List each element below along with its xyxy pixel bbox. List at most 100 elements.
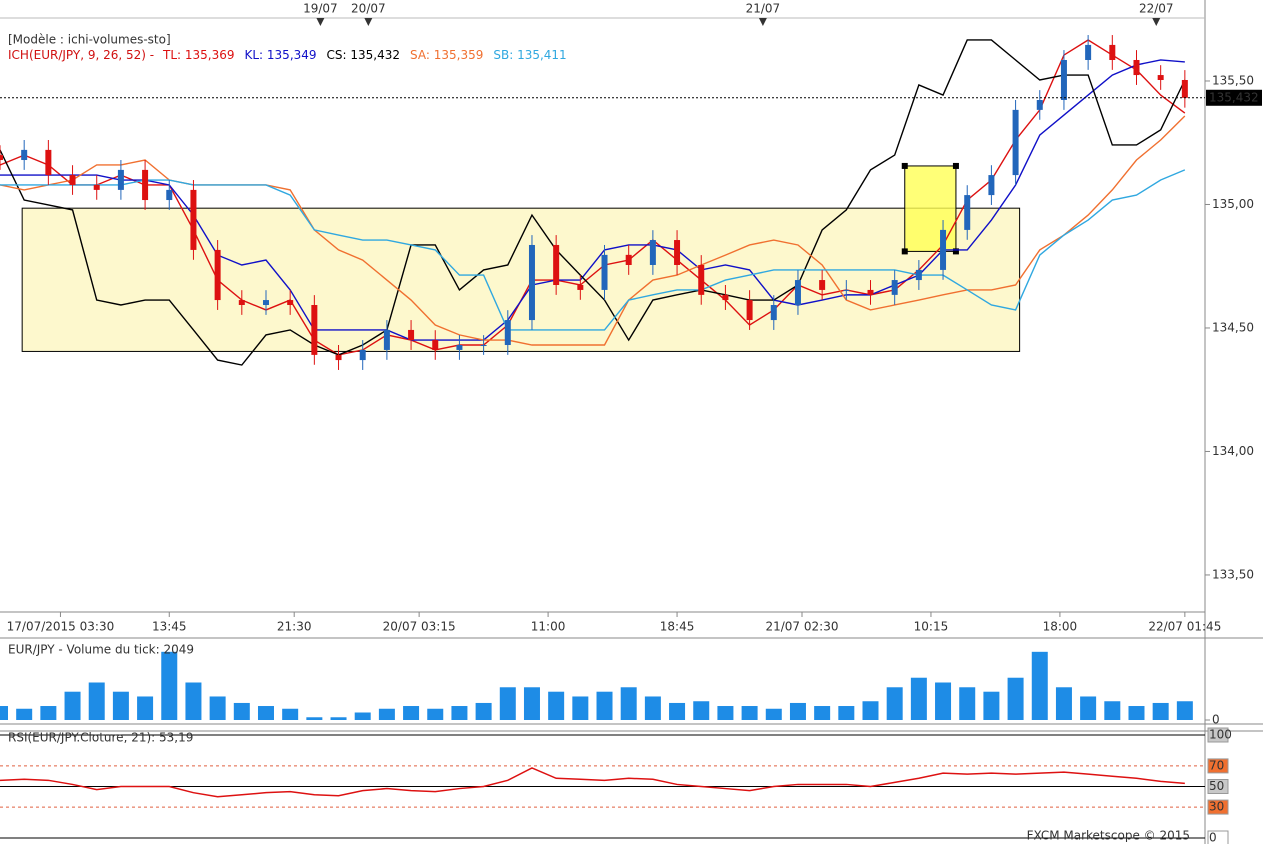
plot-area [0,35,1205,370]
volume-bar [789,702,806,720]
volume-bar [765,708,782,720]
candle-body [891,280,898,295]
candle-body [577,284,584,290]
y-tick-label: 134,50 [1212,320,1254,334]
legend-entry: SA: 135,359 [410,48,483,62]
x-tick-label: 22/07 01:45 [1148,620,1221,634]
candle-body [625,254,632,265]
candle-body [0,155,3,161]
box-handle [901,248,908,255]
candle-body [359,349,366,361]
volume-bar [1080,696,1097,720]
day-marker-label: 21/07 [746,2,781,16]
candle-body [649,240,656,265]
candle-body [262,300,269,305]
last-price-box [1206,89,1262,106]
last-price-label: 135,432 [1209,90,1259,104]
volume-bar [88,682,105,720]
y-tick-label: 70 [1209,758,1224,772]
x-tick-label: 21/07 02:30 [765,620,838,634]
y-tick-label: 0 [1212,713,1220,727]
day-marker [758,18,767,26]
volume-bar [862,701,879,720]
candle-body [553,244,560,285]
candle-body [674,240,681,265]
panel-title: RSI(EUR/JPY.Cloture, 21): 53,19 [8,731,193,745]
x-tick-label: 13:45 [152,620,187,634]
candle-body [287,300,294,305]
volume-bar [0,706,8,720]
volume-bar [451,706,468,720]
volume-bar [306,717,323,720]
volume-bar [1152,702,1169,720]
candle-body [69,175,76,185]
y-tick-label: 133,50 [1212,567,1254,581]
volume-bar [499,687,516,720]
legend: ICH(EUR/JPY, 9, 26, 52) - TL: 135,369 KL: … [8,48,567,62]
candle-body [964,195,971,230]
day-marker-label: 22/07 [1139,2,1174,16]
day-marker-label: 19/07 [303,2,338,16]
box-handle [952,248,959,255]
volume-bar [983,691,1000,720]
volume-bar [935,682,952,720]
candle-body [867,289,874,295]
x-tick-label: 11:00 [531,620,566,634]
candle-body [21,149,28,161]
volume-bar [838,706,855,720]
candle-body [93,184,100,190]
candle-body [794,280,801,305]
volume-bar [644,696,661,720]
candle-body [1133,59,1140,76]
volume-bar [378,708,395,720]
candle-body [190,189,197,250]
volume-bar [161,651,178,720]
candle-body [746,300,753,321]
y-tick-label: 50 [1209,779,1224,793]
footer-note: FXCM Marketscope © 2015 [1027,829,1190,843]
volume-bar [886,687,903,720]
y-tick-box [1207,727,1229,743]
candle-body [819,280,826,290]
day-marker [316,18,325,26]
volume-bar [475,702,492,720]
candle-body [528,244,535,321]
day-marker-label: 20/07 [351,2,386,16]
candle-body [117,169,124,190]
candle-body [166,189,173,201]
volume-bar [1104,701,1121,720]
candle-body [601,254,608,290]
volume-bar [233,702,250,720]
day-marker [364,18,373,26]
volume-bar [717,706,734,720]
candle-body [238,300,245,305]
candle-body [940,229,947,270]
volume-bar [548,691,565,720]
y-tick-label: 134,00 [1212,444,1254,458]
indicator-name: ICH(EUR/JPY, 9, 26, 52) - [8,48,154,62]
day-marker [1152,18,1161,26]
indicator-line [0,59,1185,341]
volume-bar [669,702,686,720]
candle-body [504,320,511,346]
indicator-line [0,39,1186,356]
candle-body [770,304,777,321]
y-tick-box [1207,799,1229,815]
candle-body [408,329,415,341]
volume-bar [137,696,154,720]
candle-body [45,149,52,176]
x-tick-label: 17/07/2015 03:30 [7,620,115,634]
legend-entry: KL: 135,349 [245,48,317,62]
candle-body [698,264,705,295]
box-handle [901,162,908,169]
candle-body [142,169,149,201]
y-tick-label: 30 [1209,800,1224,814]
volume-bar [112,691,129,720]
volume-bar [1128,706,1145,720]
volume-bar [354,712,371,720]
volume-bar [1176,701,1193,720]
volume-bar [209,696,226,720]
y-tick-label: 135,50 [1212,73,1254,87]
volume-bar [596,691,613,720]
y-tick-box [1207,779,1229,794]
